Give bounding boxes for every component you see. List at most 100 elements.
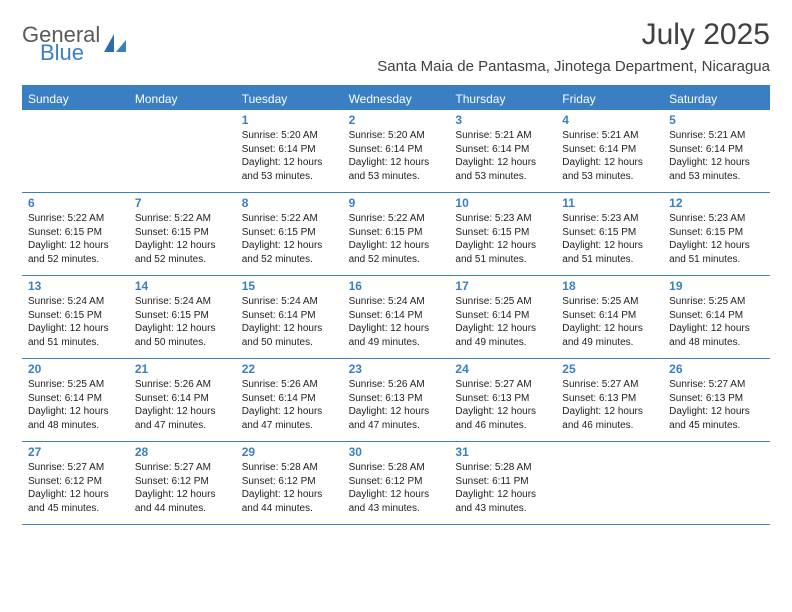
day-number: 4 [562,113,657,127]
day-number: 24 [455,362,550,376]
day-info: Sunrise: 5:27 AMSunset: 6:13 PMDaylight:… [669,378,764,432]
daylight-text: Daylight: 12 hours and 52 minutes. [28,239,123,266]
day-number: 18 [562,279,657,293]
sunrise-text: Sunrise: 5:24 AM [135,295,230,309]
daylight-text: Daylight: 12 hours and 47 minutes. [135,405,230,432]
sunset-text: Sunset: 6:14 PM [242,143,337,157]
day-info: Sunrise: 5:28 AMSunset: 6:11 PMDaylight:… [455,461,550,515]
logo-sail-icon [104,34,128,59]
sunset-text: Sunset: 6:15 PM [135,309,230,323]
sunrise-text: Sunrise: 5:25 AM [455,295,550,309]
day-cell: 25Sunrise: 5:27 AMSunset: 6:13 PMDayligh… [556,359,663,441]
daylight-text: Daylight: 12 hours and 51 minutes. [28,322,123,349]
dow-cell: Sunday [22,88,129,110]
day-number: 9 [349,196,444,210]
day-info: Sunrise: 5:24 AMSunset: 6:15 PMDaylight:… [28,295,123,349]
daylight-text: Daylight: 12 hours and 49 minutes. [562,322,657,349]
sunrise-text: Sunrise: 5:23 AM [455,212,550,226]
day-number: 29 [242,445,337,459]
sunset-text: Sunset: 6:15 PM [669,226,764,240]
day-info: Sunrise: 5:23 AMSunset: 6:15 PMDaylight:… [562,212,657,266]
day-number: 23 [349,362,444,376]
daylight-text: Daylight: 12 hours and 53 minutes. [562,156,657,183]
day-cell: 26 Sunrise: 5:27 AMSunset: 6:13 PMDayligh… [663,359,770,441]
day-cell: 18 Sunrise: 5:25 AMSunset: 6:14 PMDayligh… [556,276,663,358]
location: Santa Maia de Pantasma, Jinotega Departm… [377,58,770,75]
sunrise-text: Sunrise: 5:27 AM [455,378,550,392]
day-number: 28 [135,445,230,459]
day-number: 15 [242,279,337,293]
daylight-text: Daylight: 12 hours and 51 minutes. [669,239,764,266]
sunset-text: Sunset: 6:14 PM [135,392,230,406]
day-info: Sunrise: 5:25 AMSunset: 6:14 PMDaylight:… [28,378,123,432]
sunset-text: Sunset: 6:14 PM [28,392,123,406]
day-cell: 8Sunrise: 5:22 AMSunset: 6:15 PMDaylight… [236,193,343,275]
day-info: Sunrise: 5:22 AMSunset: 6:15 PMDaylight:… [349,212,444,266]
daylight-text: Daylight: 12 hours and 53 minutes. [349,156,444,183]
sunset-text: Sunset: 6:12 PM [242,475,337,489]
sunrise-text: Sunrise: 5:22 AM [349,212,444,226]
day-number: 16 [349,279,444,293]
daylight-text: Daylight: 12 hours and 43 minutes. [455,488,550,515]
sunset-text: Sunset: 6:14 PM [242,309,337,323]
daylight-text: Daylight: 12 hours and 49 minutes. [349,322,444,349]
sunrise-text: Sunrise: 5:27 AM [28,461,123,475]
day-number: 8 [242,196,337,210]
day-number: 21 [135,362,230,376]
day-info: Sunrise: 5:27 AMSunset: 6:12 PMDaylight:… [135,461,230,515]
day-cell: 20Sunrise: 5:25 AMSunset: 6:14 PMDayligh… [22,359,129,441]
day-cell: 23 Sunrise: 5:26 AMSunset: 6:13 PMDayligh… [343,359,450,441]
day-number: 26 [669,362,764,376]
sunset-text: Sunset: 6:14 PM [242,392,337,406]
day-number: 30 [349,445,444,459]
sunrise-text: Sunrise: 5:20 AM [242,129,337,143]
day-info: Sunrise: 5:23 AMSunset: 6:15 PMDaylight:… [669,212,764,266]
day-info: Sunrise: 5:20 AMSunset: 6:14 PMDaylight:… [349,129,444,183]
sunrise-text: Sunrise: 5:28 AM [349,461,444,475]
sunset-text: Sunset: 6:13 PM [349,392,444,406]
day-info: Sunrise: 5:22 AMSunset: 6:15 PMDaylight:… [28,212,123,266]
day-cell: 19 Sunrise: 5:25 AMSunset: 6:14 PMDayligh… [663,276,770,358]
day-cell [663,442,770,524]
daylight-text: Daylight: 12 hours and 47 minutes. [242,405,337,432]
daylight-text: Daylight: 12 hours and 45 minutes. [28,488,123,515]
month-title: July 2025 [377,18,770,52]
sunrise-text: Sunrise: 5:22 AM [242,212,337,226]
logo: General Blue [22,18,128,64]
day-number: 31 [455,445,550,459]
day-info: Sunrise: 5:23 AMSunset: 6:15 PMDaylight:… [455,212,550,266]
day-number: 3 [455,113,550,127]
day-info: Sunrise: 5:21 AMSunset: 6:14 PMDaylight:… [562,129,657,183]
week-row: 13Sunrise: 5:24 AMSunset: 6:15 PMDayligh… [22,276,770,359]
day-info: Sunrise: 5:25 AMSunset: 6:14 PMDaylight:… [562,295,657,349]
day-number: 19 [669,279,764,293]
daylight-text: Daylight: 12 hours and 50 minutes. [135,322,230,349]
sunrise-text: Sunrise: 5:25 AM [28,378,123,392]
day-number: 1 [242,113,337,127]
day-cell: 31 Sunrise: 5:28 AMSunset: 6:11 PMDayligh… [449,442,556,524]
sunrise-text: Sunrise: 5:24 AM [349,295,444,309]
sunset-text: Sunset: 6:12 PM [349,475,444,489]
day-info: Sunrise: 5:24 AMSunset: 6:15 PMDaylight:… [135,295,230,349]
daylight-text: Daylight: 12 hours and 53 minutes. [242,156,337,183]
sunrise-text: Sunrise: 5:27 AM [669,378,764,392]
day-info: Sunrise: 5:25 AMSunset: 6:14 PMDaylight:… [669,295,764,349]
sunset-text: Sunset: 6:14 PM [669,143,764,157]
sunrise-text: Sunrise: 5:21 AM [562,129,657,143]
day-cell: 10Sunrise: 5:23 AMSunset: 6:15 PMDayligh… [449,193,556,275]
day-cell: 3 Sunrise: 5:21 AMSunset: 6:14 PMDaylight… [449,110,556,192]
day-cell: 29Sunrise: 5:28 AMSunset: 6:12 PMDayligh… [236,442,343,524]
day-info: Sunrise: 5:26 AMSunset: 6:13 PMDaylight:… [349,378,444,432]
day-cell: 9 Sunrise: 5:22 AMSunset: 6:15 PMDaylight… [343,193,450,275]
sunrise-text: Sunrise: 5:22 AM [28,212,123,226]
day-number: 13 [28,279,123,293]
day-info: Sunrise: 5:21 AMSunset: 6:14 PMDaylight:… [455,129,550,183]
sunrise-text: Sunrise: 5:23 AM [669,212,764,226]
sunset-text: Sunset: 6:12 PM [135,475,230,489]
day-cell: 1 Sunrise: 5:20 AMSunset: 6:14 PMDaylight… [236,110,343,192]
daylight-text: Daylight: 12 hours and 44 minutes. [135,488,230,515]
sunset-text: Sunset: 6:13 PM [455,392,550,406]
sunset-text: Sunset: 6:13 PM [562,392,657,406]
sunrise-text: Sunrise: 5:26 AM [242,378,337,392]
day-cell: 30Sunrise: 5:28 AMSunset: 6:12 PMDayligh… [343,442,450,524]
